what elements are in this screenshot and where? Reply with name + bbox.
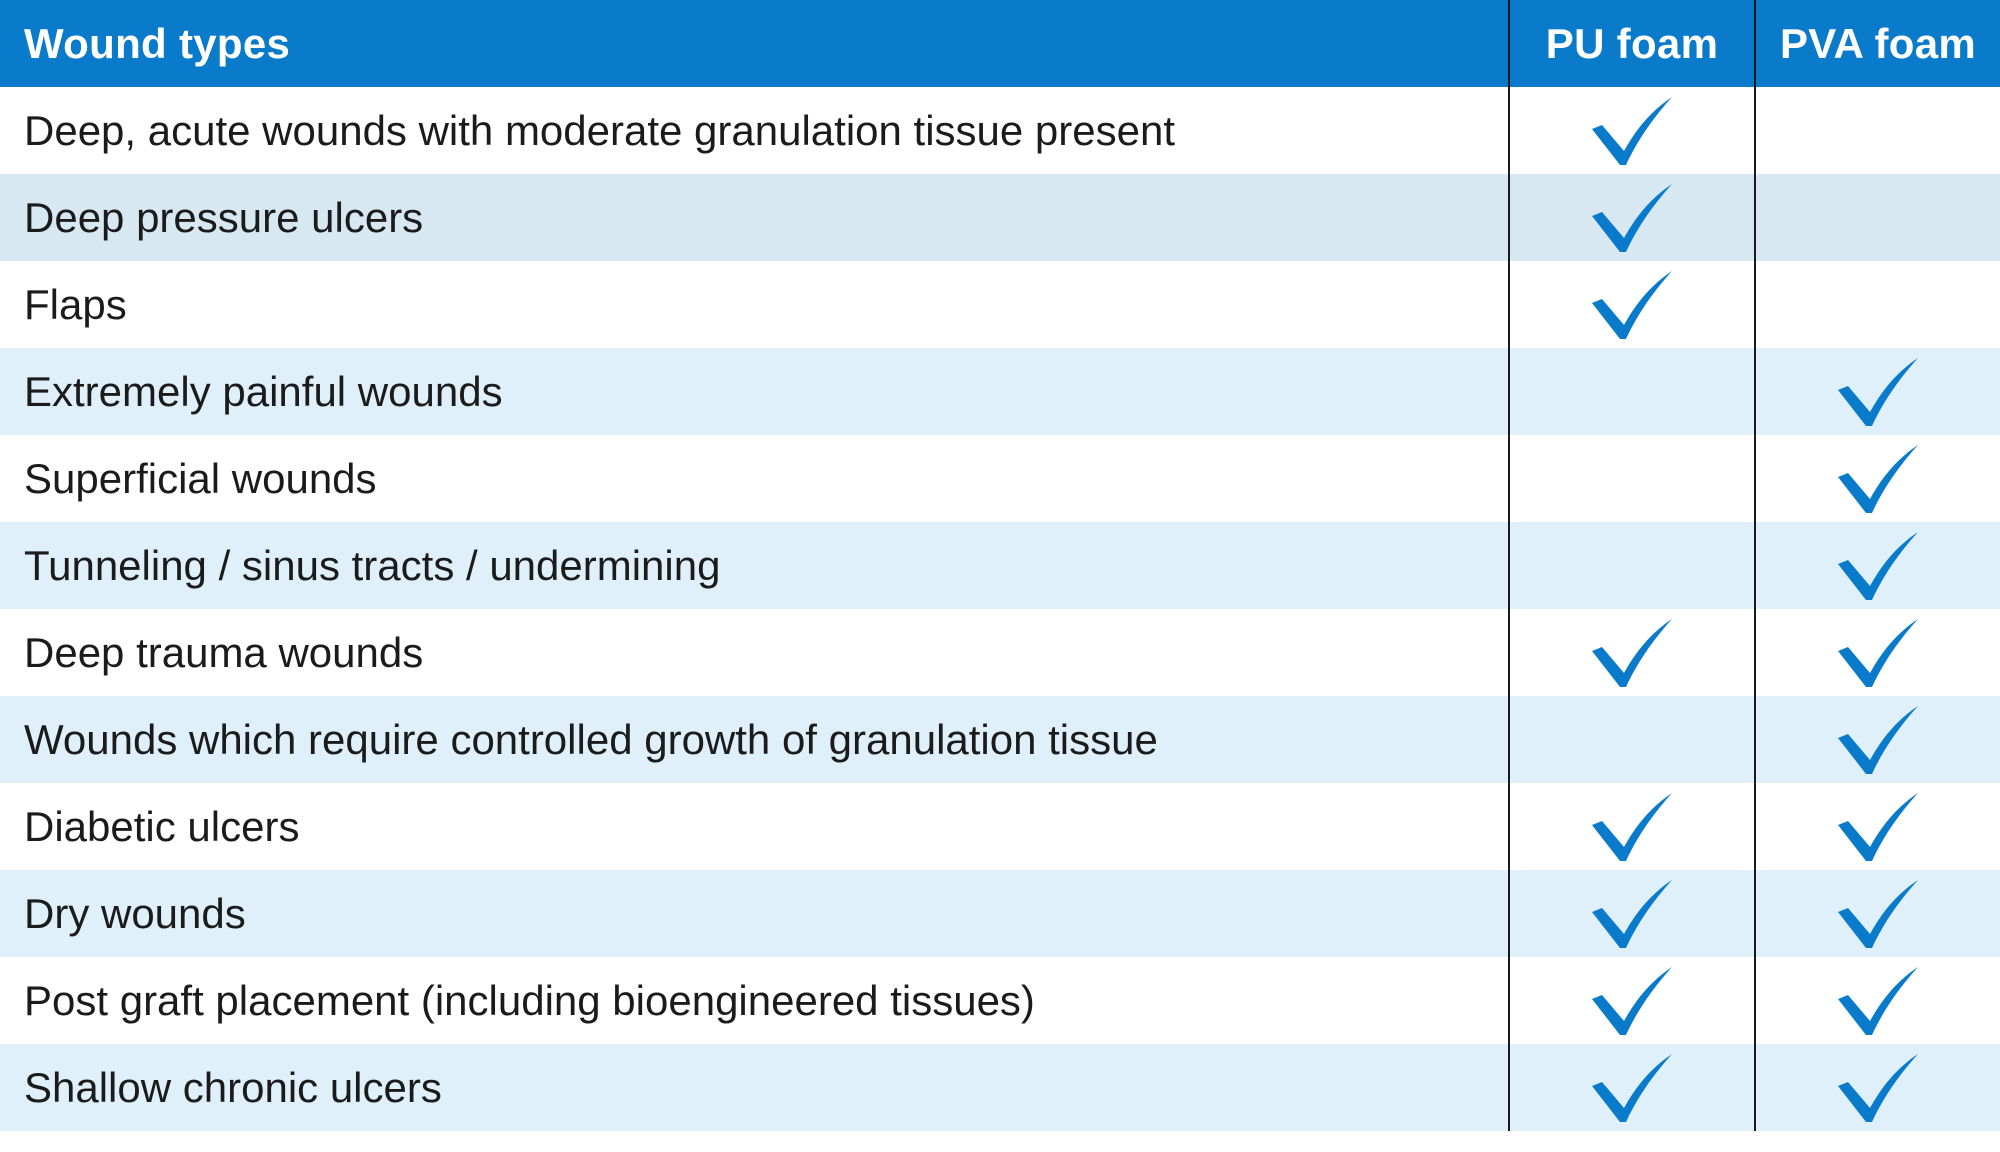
wound-type-cell: Post graft placement (including bioengin… xyxy=(0,957,1508,1044)
checkmark-icon xyxy=(1588,95,1676,167)
wound-type-label: Extremely painful wounds xyxy=(24,367,503,415)
checkmark-icon xyxy=(1834,704,1922,776)
checkmark-icon xyxy=(1834,1052,1922,1124)
table-row: Diabetic ulcers xyxy=(0,783,2000,870)
table-body: Deep, acute wounds with moderate granula… xyxy=(0,87,2000,1131)
wound-type-cell: Deep pressure ulcers xyxy=(0,174,1508,261)
header-wound-types-label: Wound types xyxy=(24,19,291,67)
wound-type-label: Shallow chronic ulcers xyxy=(24,1063,442,1111)
header-pva-foam-label: PVA foam xyxy=(1779,19,1977,67)
pva-foam-cell xyxy=(1754,348,2000,435)
checkmark-icon xyxy=(1588,617,1676,689)
pu-foam-cell xyxy=(1508,609,1754,696)
table-row: Tunneling / sinus tracts / undermining xyxy=(0,522,2000,609)
wound-type-cell: Deep trauma wounds xyxy=(0,609,1508,696)
header-pu-foam: PU foam xyxy=(1508,0,1754,87)
table-row: Deep trauma wounds xyxy=(0,609,2000,696)
wound-type-cell: Shallow chronic ulcers xyxy=(0,1044,1508,1131)
wound-type-label: Diabetic ulcers xyxy=(24,802,300,850)
checkmark-icon xyxy=(1834,356,1922,428)
pu-foam-cell xyxy=(1508,261,1754,348)
pva-foam-cell xyxy=(1754,261,2000,348)
wound-type-label: Post graft placement (including bioengin… xyxy=(24,976,1035,1024)
table-row: Deep, acute wounds with moderate granula… xyxy=(0,87,2000,174)
checkmark-icon xyxy=(1588,1052,1676,1124)
pva-foam-cell xyxy=(1754,783,2000,870)
table-row: Wounds which require controlled growth o… xyxy=(0,696,2000,783)
checkmark-icon xyxy=(1588,182,1676,254)
pu-foam-cell xyxy=(1508,348,1754,435)
wound-type-cell: Superficial wounds xyxy=(0,435,1508,522)
header-pu-foam-label: PU foam xyxy=(1545,19,1719,67)
pu-foam-cell xyxy=(1508,783,1754,870)
table-header-row: Wound types PU foam PVA foam xyxy=(0,0,2000,87)
wound-type-cell: Extremely painful wounds xyxy=(0,348,1508,435)
wound-type-label: Deep trauma wounds xyxy=(24,628,424,676)
table-row: Extremely painful wounds xyxy=(0,348,2000,435)
wound-type-cell: Wounds which require controlled growth o… xyxy=(0,696,1508,783)
wound-type-cell: Flaps xyxy=(0,261,1508,348)
table-row: Deep pressure ulcers xyxy=(0,174,2000,261)
table-row: Shallow chronic ulcers xyxy=(0,1044,2000,1131)
wound-type-label: Deep, acute wounds with moderate granula… xyxy=(24,106,1176,154)
pu-foam-cell xyxy=(1508,522,1754,609)
wound-type-cell: Deep, acute wounds with moderate granula… xyxy=(0,87,1508,174)
checkmark-icon xyxy=(1834,443,1922,515)
header-wound-types: Wound types xyxy=(0,0,1508,87)
table-row: Dry wounds xyxy=(0,870,2000,957)
wound-type-label: Flaps xyxy=(24,280,127,328)
wound-type-label: Deep pressure ulcers xyxy=(24,193,424,241)
table-row: Superficial wounds xyxy=(0,435,2000,522)
table-row: Post graft placement (including bioengin… xyxy=(0,957,2000,1044)
pu-foam-cell xyxy=(1508,870,1754,957)
wound-type-cell: Dry wounds xyxy=(0,870,1508,957)
pu-foam-cell xyxy=(1508,87,1754,174)
checkmark-icon xyxy=(1588,791,1676,863)
pu-foam-cell xyxy=(1508,174,1754,261)
wound-type-label: Wounds which require controlled growth o… xyxy=(24,715,1158,763)
pva-foam-cell xyxy=(1754,1044,2000,1131)
wound-type-label: Tunneling / sinus tracts / undermining xyxy=(24,541,721,589)
wound-type-cell: Diabetic ulcers xyxy=(0,783,1508,870)
pva-foam-cell xyxy=(1754,957,2000,1044)
pva-foam-cell xyxy=(1754,522,2000,609)
pu-foam-cell xyxy=(1508,435,1754,522)
table-row: Flaps xyxy=(0,261,2000,348)
pu-foam-cell xyxy=(1508,696,1754,783)
pva-foam-cell xyxy=(1754,435,2000,522)
pva-foam-cell xyxy=(1754,609,2000,696)
header-pva-foam: PVA foam xyxy=(1754,0,2000,87)
checkmark-icon xyxy=(1834,965,1922,1037)
pva-foam-cell xyxy=(1754,87,2000,174)
wound-type-label: Superficial wounds xyxy=(24,454,377,502)
pva-foam-cell xyxy=(1754,870,2000,957)
checkmark-icon xyxy=(1834,878,1922,950)
pva-foam-cell xyxy=(1754,174,2000,261)
checkmark-icon xyxy=(1834,617,1922,689)
checkmark-icon xyxy=(1588,965,1676,1037)
pu-foam-cell xyxy=(1508,1044,1754,1131)
checkmark-icon xyxy=(1834,791,1922,863)
checkmark-icon xyxy=(1834,530,1922,602)
checkmark-icon xyxy=(1588,878,1676,950)
pu-foam-cell xyxy=(1508,957,1754,1044)
wound-type-label: Dry wounds xyxy=(24,889,246,937)
checkmark-icon xyxy=(1588,269,1676,341)
wound-type-cell: Tunneling / sinus tracts / undermining xyxy=(0,522,1508,609)
pva-foam-cell xyxy=(1754,696,2000,783)
